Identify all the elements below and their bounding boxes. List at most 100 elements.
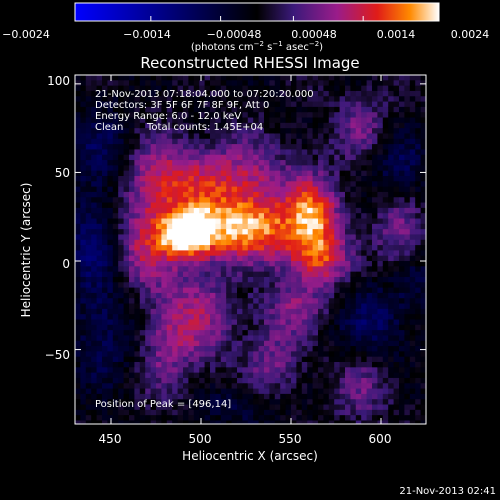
heatmap-cell bbox=[85, 186, 92, 193]
heatmap-cell bbox=[188, 149, 195, 156]
heatmap-cell bbox=[409, 292, 416, 299]
heatmap-cell bbox=[339, 149, 346, 156]
heatmap-cell bbox=[210, 175, 216, 182]
heatmap-cell bbox=[215, 239, 222, 246]
heatmap-cell bbox=[264, 202, 270, 209]
heatmap-cell bbox=[150, 266, 157, 273]
heatmap-cell bbox=[296, 282, 303, 289]
heatmap-cell bbox=[301, 356, 308, 363]
heatmap-cell bbox=[404, 229, 411, 236]
heatmap-cell bbox=[334, 75, 341, 81]
heatmap-cell bbox=[377, 154, 384, 161]
heatmap-cell bbox=[377, 144, 384, 150]
heatmap-cell bbox=[242, 335, 249, 342]
heatmap-cell bbox=[96, 266, 103, 273]
heatmap-cell bbox=[129, 335, 135, 342]
heatmap-cell bbox=[188, 218, 195, 225]
heatmap-cell bbox=[204, 75, 211, 81]
heatmap-cell bbox=[199, 351, 206, 358]
heatmap-cell bbox=[296, 409, 303, 416]
heatmap-cell bbox=[150, 276, 157, 283]
heatmap-cell bbox=[161, 266, 168, 273]
heatmap-cell bbox=[301, 404, 308, 411]
heatmap-cell bbox=[355, 149, 362, 156]
heatmap-cell bbox=[328, 356, 335, 363]
heatmap-cell bbox=[291, 303, 297, 310]
heatmap-cell bbox=[107, 85, 114, 92]
heatmap-cell bbox=[269, 117, 276, 124]
heatmap-cell bbox=[253, 271, 260, 278]
heatmap-cell bbox=[161, 330, 168, 337]
heatmap-cell bbox=[312, 261, 319, 267]
heatmap-cell bbox=[85, 282, 92, 289]
heatmap-cell bbox=[291, 85, 297, 92]
heatmap-cell bbox=[253, 213, 260, 220]
heatmap-cell bbox=[156, 399, 162, 406]
heatmap-cell bbox=[264, 351, 270, 358]
heatmap-cell bbox=[285, 175, 292, 182]
heatmap-cell bbox=[420, 112, 426, 119]
heatmap-cell bbox=[199, 101, 206, 108]
heatmap-cell bbox=[145, 271, 152, 278]
heatmap-cell bbox=[399, 361, 405, 368]
heatmap-cell bbox=[177, 112, 184, 119]
heatmap-cell bbox=[123, 207, 130, 214]
heatmap-cell bbox=[150, 340, 157, 347]
heatmap-cell bbox=[129, 298, 135, 305]
heatmap-cell bbox=[75, 144, 81, 150]
heatmap-cell bbox=[166, 149, 173, 156]
heatmap-cell bbox=[91, 266, 98, 273]
heatmap-cell bbox=[274, 165, 281, 172]
heatmap-cell bbox=[307, 170, 314, 177]
heatmap-cell bbox=[85, 420, 92, 424]
heatmap-cell bbox=[318, 303, 324, 310]
heatmap-cell bbox=[177, 207, 184, 214]
heatmap-cell bbox=[85, 234, 92, 241]
heatmap-cell bbox=[334, 276, 341, 283]
heatmap-cell bbox=[210, 149, 216, 156]
heatmap-cell bbox=[264, 377, 270, 384]
heatmap-cell bbox=[264, 261, 270, 267]
heatmap-cell bbox=[420, 351, 426, 358]
heatmap-cell bbox=[377, 160, 384, 166]
heatmap-cell bbox=[102, 282, 108, 289]
heatmap-cell bbox=[134, 239, 141, 246]
heatmap-cell bbox=[210, 330, 216, 337]
heatmap-cell bbox=[399, 239, 405, 246]
heatmap-cell bbox=[307, 335, 314, 342]
heatmap-cell bbox=[102, 165, 108, 172]
heatmap-cell bbox=[242, 213, 249, 220]
heatmap-cell bbox=[328, 287, 335, 294]
heatmap-cell bbox=[409, 351, 416, 358]
heatmap-cell bbox=[166, 234, 173, 241]
heatmap-cell bbox=[204, 276, 211, 283]
heatmap-cell bbox=[237, 186, 243, 193]
heatmap-cell bbox=[301, 101, 308, 108]
heatmap-cell bbox=[345, 340, 351, 347]
heatmap-cell bbox=[91, 298, 98, 305]
heatmap-cell bbox=[237, 144, 243, 150]
heatmap-cell bbox=[85, 90, 92, 97]
heatmap-cell bbox=[258, 261, 265, 267]
heatmap-cell bbox=[404, 191, 411, 198]
heatmap-cell bbox=[247, 383, 254, 390]
heatmap-cell bbox=[307, 75, 314, 81]
heatmap-cell bbox=[226, 356, 233, 363]
heatmap-cell bbox=[139, 314, 146, 321]
heatmap-cell bbox=[334, 181, 341, 188]
heatmap-cell bbox=[204, 399, 211, 406]
heatmap-cell bbox=[123, 409, 130, 416]
heatmap-cell bbox=[177, 213, 184, 220]
heatmap-cell bbox=[420, 191, 426, 198]
heatmap-cell bbox=[226, 399, 233, 406]
heatmap-cell bbox=[339, 308, 346, 315]
heatmap-cell bbox=[420, 181, 426, 188]
heatmap-cell bbox=[80, 266, 87, 273]
heatmap-cell bbox=[291, 144, 297, 150]
heatmap-cell bbox=[150, 282, 157, 289]
heatmap-cell bbox=[274, 356, 281, 363]
heatmap-cell bbox=[361, 298, 368, 305]
heatmap-cell bbox=[323, 138, 330, 145]
heatmap-cell bbox=[415, 271, 422, 278]
heatmap-cell bbox=[199, 149, 206, 156]
